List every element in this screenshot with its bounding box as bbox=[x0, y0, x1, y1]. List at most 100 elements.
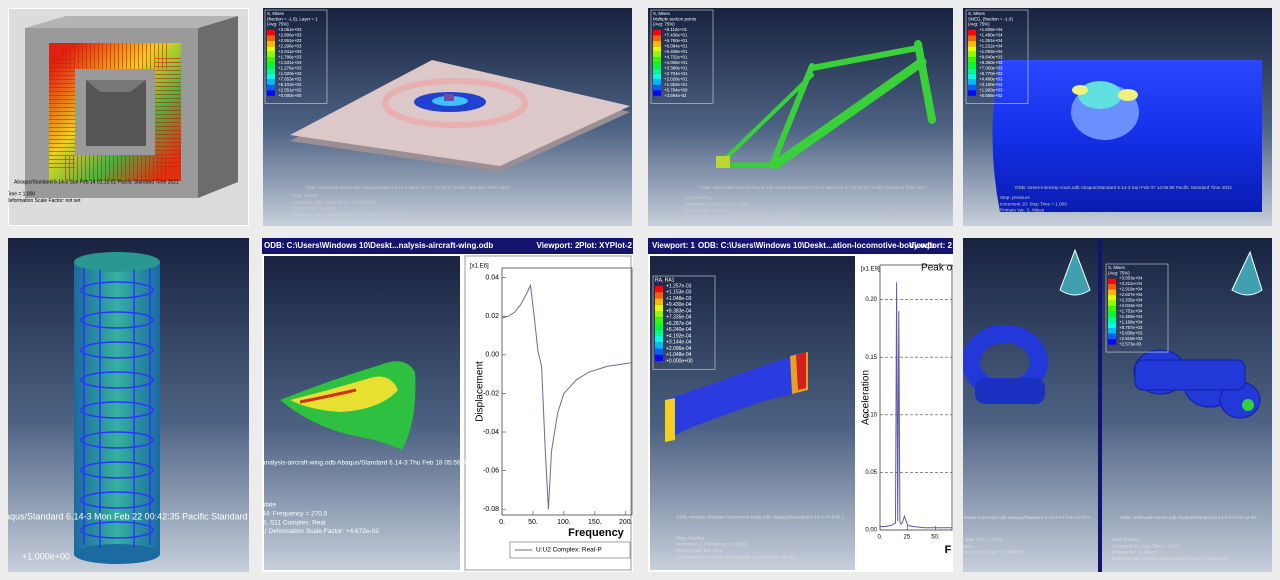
crack-tip bbox=[1118, 89, 1138, 101]
panel: Viewport: 1 ODB: C:\Users\Windows 10\Desk… bbox=[648, 238, 955, 572]
legend-swatch bbox=[968, 73, 976, 80]
legend-value: +4.732e+01 bbox=[664, 54, 688, 59]
status-text: ODB: composite-armor.odb Abaqus/Explicit… bbox=[305, 185, 510, 190]
cylinder bbox=[992, 60, 1262, 212]
legend-value: +3.594e-02 bbox=[664, 93, 687, 98]
column-top bbox=[74, 252, 160, 272]
legend-swatch bbox=[653, 73, 661, 80]
viewport-header: ODB: C:\Users\Windows 10\Deskt...nalysis… bbox=[264, 241, 493, 250]
legend-swatch bbox=[968, 46, 976, 52]
legend-value: +2.096e-04 bbox=[666, 346, 692, 352]
x-tick-label: 25. bbox=[904, 535, 913, 541]
legend-swatch bbox=[968, 57, 976, 63]
legend-title: S, Mises bbox=[968, 11, 986, 16]
shank bbox=[975, 378, 1045, 404]
status-text: Step: loading bbox=[685, 195, 712, 200]
legend-value: +5.556e+02 bbox=[979, 93, 1003, 98]
legend-swatch bbox=[1108, 278, 1116, 285]
panel: ODB: C:\Users\Windows 10\Deskt...nalysis… bbox=[262, 238, 633, 572]
status-text: Primary Var: RA, RA1 bbox=[676, 548, 723, 554]
status-text: Increment 10: Step Time = 1.000 bbox=[1112, 543, 1179, 548]
legend-value: +0.000e+00 bbox=[278, 93, 302, 98]
viewport-header: Viewport: 1 bbox=[652, 241, 696, 250]
status-text: ODB: random-vibration-locomotive-body.od… bbox=[676, 514, 844, 520]
rebar-cage bbox=[80, 268, 154, 548]
wing-peak bbox=[299, 388, 357, 404]
legend-swatch bbox=[653, 62, 661, 69]
legend-swatch bbox=[653, 29, 661, 36]
cube-side bbox=[198, 16, 238, 198]
status-text: Increment 3: Frequency = 0.1803 bbox=[676, 542, 747, 548]
y-tick-label: -0.02 bbox=[483, 390, 499, 397]
status-text: Abaqus/Standard 6.14-3 Mon Feb 22 00:42:… bbox=[0, 511, 292, 521]
legend-value: +1.480e+04 bbox=[979, 32, 1003, 37]
legend-swatch bbox=[655, 336, 663, 343]
legend-swatch bbox=[267, 62, 275, 69]
status-text: state bbox=[262, 502, 276, 509]
legend-swatch bbox=[655, 342, 663, 349]
legend-swatch bbox=[267, 40, 275, 47]
legend-title: S, Mises bbox=[1108, 265, 1126, 270]
legend-value: +3.144e-04 bbox=[666, 340, 692, 346]
plate bbox=[290, 60, 630, 166]
legend-title: S, Mises bbox=[267, 11, 285, 16]
legend-frame bbox=[264, 9, 328, 104]
legend-value: +0.000e+00 bbox=[666, 358, 693, 364]
panel: Abaqus/Standard 6.14-3 Sun Feb 14 01:15:… bbox=[8, 8, 249, 226]
legend-swatch bbox=[655, 311, 663, 318]
legend-swatch bbox=[653, 57, 661, 63]
status-text: Deformed Var: U Deformation Scale Factor… bbox=[1000, 214, 1115, 219]
crack-tip bbox=[1072, 85, 1088, 95]
legend-value: +2.919e+03 bbox=[1119, 336, 1143, 341]
status-text: Deformed Var: U Deformation Scale Factor… bbox=[1112, 556, 1227, 561]
viewport-header: Plot: XYPlot-2 bbox=[579, 241, 632, 250]
legend-value: +4.056e+01 bbox=[664, 60, 688, 65]
legend-value: +7.436e+01 bbox=[664, 32, 688, 37]
status-text: Step: loading bbox=[676, 535, 704, 541]
legend-swatch bbox=[1108, 295, 1116, 301]
panel: ODB: composite-armor.odb Abaqus/Explicit… bbox=[263, 8, 632, 226]
status-text: U Deformation Scale Factor: +4.672e-02 bbox=[262, 528, 379, 535]
legend-value: +1.751e+04 bbox=[1119, 309, 1143, 314]
panel: ODB: cabon-fiber-bicycle-frame.odb Abaqu… bbox=[648, 8, 953, 226]
legend-swatch bbox=[267, 73, 275, 80]
view-triad bbox=[1231, 250, 1263, 296]
ripple bbox=[382, 78, 528, 128]
legend-swatch bbox=[968, 62, 976, 69]
legend-value: +2.573e-03 bbox=[1119, 342, 1142, 347]
legend-value: +9.430e-04 bbox=[666, 302, 692, 308]
legend-swatch bbox=[968, 79, 976, 85]
legend-swatch bbox=[653, 84, 661, 91]
status-text: Increment 1: Step Time = 1.000 bbox=[685, 201, 750, 206]
y-tick-label: 0.04 bbox=[485, 274, 499, 281]
viewport-header: Viewport: 2 bbox=[909, 241, 953, 250]
legend-frame bbox=[509, 541, 631, 559]
status-text: Primary Var: S, Mises bbox=[685, 208, 730, 213]
legend-swatch bbox=[1108, 289, 1116, 296]
plot-frame bbox=[501, 267, 633, 516]
axis-multiplier: [x1.E9] bbox=[861, 267, 880, 273]
status-text: +1.000e+00 bbox=[22, 551, 70, 561]
legend-value: +4.192e-04 bbox=[666, 333, 692, 339]
legend-title: SNEG, (fraction = -1.0) bbox=[968, 16, 1013, 21]
arrows bbox=[49, 43, 181, 181]
y-tick-label: 0.00 bbox=[485, 352, 499, 359]
panel: Abaqus/Standard 6.14-3 Mon Feb 22 00:42:… bbox=[0, 238, 292, 572]
y-axis-label: Acceleration bbox=[861, 370, 872, 425]
legend-value: +2.335e+04 bbox=[1119, 298, 1143, 303]
series-line bbox=[501, 283, 633, 510]
viewport-header: ODB: C:\Users\Windows 10\Deskt...ation-l… bbox=[698, 241, 935, 250]
legend-value: +2.028e+01 bbox=[664, 76, 688, 81]
legend-value: +8.350e+03 bbox=[979, 60, 1003, 65]
projectile bbox=[444, 94, 454, 101]
viewport bbox=[648, 8, 953, 226]
plot-title: Peak of bbox=[921, 263, 955, 274]
column-base bbox=[74, 544, 160, 564]
y-tick-label: 0.10 bbox=[865, 412, 877, 418]
status-text: ODB: cabon-fiber-bicycle-frame.odb Abaqu… bbox=[700, 185, 927, 190]
legend-value: +3.190e+03 bbox=[979, 82, 1003, 87]
legend-value: +1.048e-04 bbox=[666, 352, 692, 358]
legend-swatch bbox=[968, 90, 976, 96]
x-axis-label: F bbox=[945, 544, 952, 556]
y-tick-label: -0.06 bbox=[483, 467, 499, 474]
